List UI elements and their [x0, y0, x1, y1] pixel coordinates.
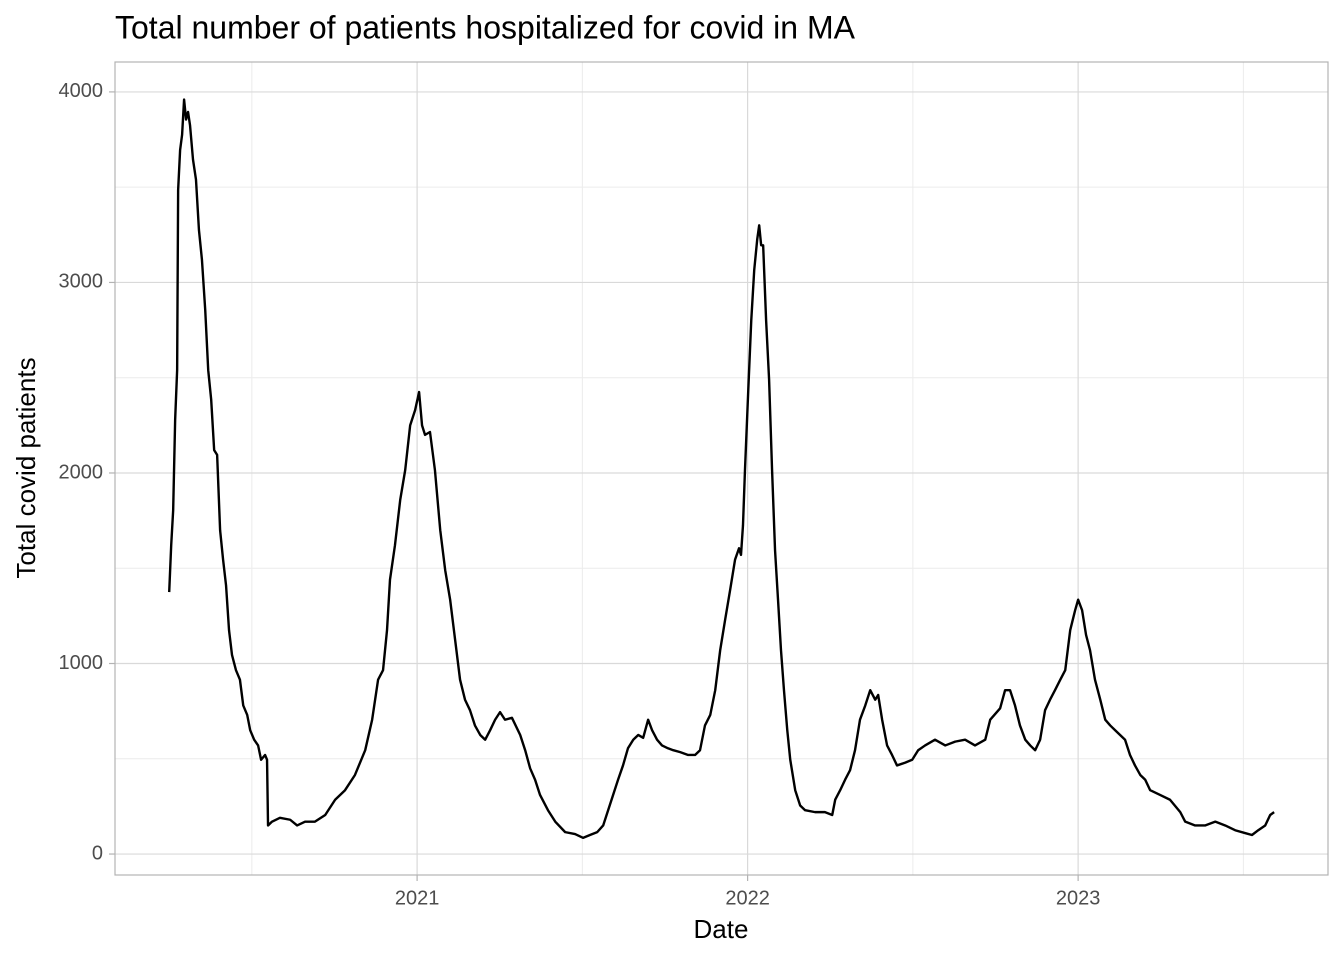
- data-line: [168, 98, 1275, 840]
- y-tick-label: 3000: [59, 271, 104, 293]
- y-tick-label: 4000: [59, 80, 104, 102]
- x-tick-label: 2021: [395, 887, 440, 909]
- y-axis-label: Total covid patients: [11, 357, 41, 578]
- y-tick-label: 2000: [59, 461, 104, 483]
- y-tick-label: 1000: [59, 652, 104, 674]
- panel-border: [114, 61, 1329, 876]
- y-tick-label: 0: [92, 842, 103, 864]
- chart-title: Total number of patients hospitalized fo…: [115, 9, 856, 45]
- x-axis-label: Date: [694, 914, 749, 944]
- x-tick-label: 2022: [725, 887, 770, 909]
- x-tick-label: 2023: [1056, 887, 1101, 909]
